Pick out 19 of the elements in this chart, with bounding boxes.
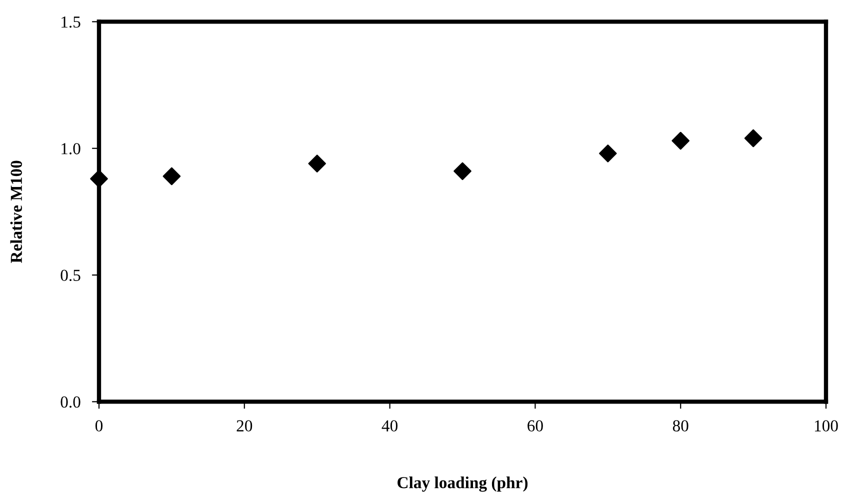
x-tick-label: 60 xyxy=(528,420,543,432)
y-tick-label: 1.5 xyxy=(62,16,80,28)
point xyxy=(90,170,108,188)
x-tick-label: 20 xyxy=(236,420,252,432)
x-axis-title: Clay loading (phr) xyxy=(398,476,528,492)
point xyxy=(162,167,181,186)
point xyxy=(672,132,690,150)
y-axis-title: Relative M100 xyxy=(10,160,22,264)
y-tick-label: 0.5 xyxy=(60,270,80,282)
x-tick-label: 0 xyxy=(95,420,103,432)
point xyxy=(308,154,326,172)
x-tick-label: 80 xyxy=(672,420,688,432)
x-tick-label: 100 xyxy=(814,420,838,432)
x-tick-label: 40 xyxy=(382,420,398,432)
point xyxy=(598,144,617,162)
y-tick-label: 0.0 xyxy=(60,396,80,408)
point xyxy=(454,162,472,180)
point xyxy=(744,129,762,148)
y-tick-label: 1.0 xyxy=(62,143,80,154)
